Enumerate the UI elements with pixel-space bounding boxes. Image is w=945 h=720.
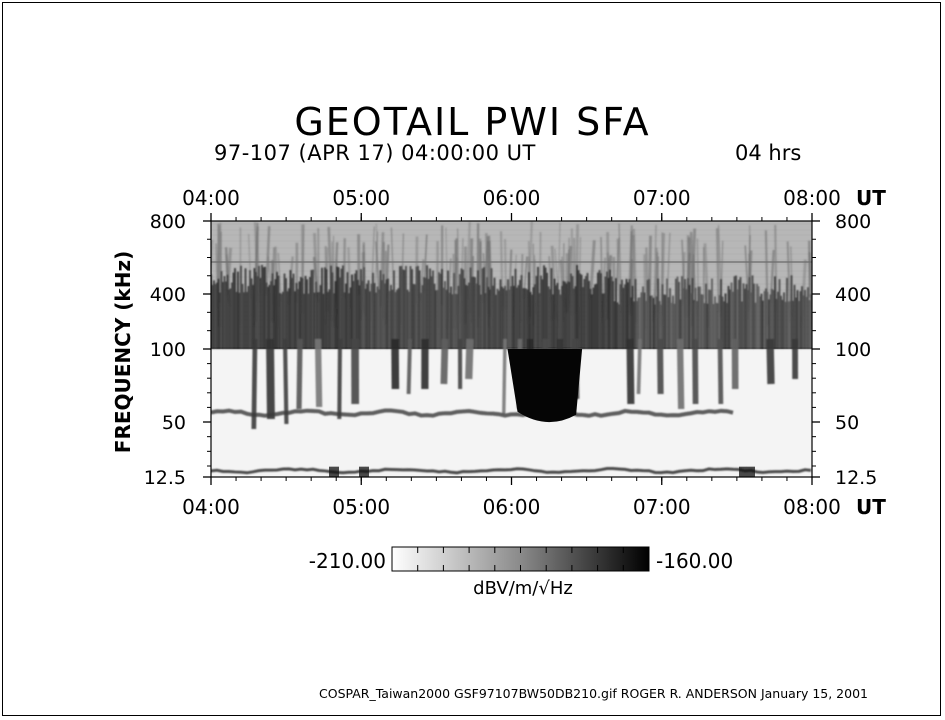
narrowband-line-25khz: [211, 467, 812, 475]
upper-streak: [808, 252, 812, 326]
y-tick-label-left: 400: [150, 284, 186, 306]
upper-streak: [508, 249, 513, 291]
intense-burst: [507, 349, 583, 423]
descending-streak: [717, 338, 724, 405]
y-tick-label-right: 800: [835, 211, 871, 233]
descending-streak: [440, 338, 449, 385]
x-tick-label-top: 05:00: [332, 186, 390, 210]
colorbar-ticks: [391, 547, 650, 571]
descending-streak: [465, 338, 474, 380]
y-tick-label-right: 50: [835, 412, 859, 434]
x-unit-label-bottom: UT: [856, 495, 886, 519]
x-unit-label-top: UT: [856, 186, 886, 210]
descending-streak: [656, 338, 664, 395]
descending-streak: [626, 338, 635, 405]
upper-streak: [744, 245, 749, 299]
spectrogram-marks: [211, 221, 812, 477]
y-tick-label-right: 400: [835, 284, 871, 306]
y-tick-label-right: 100: [835, 339, 871, 361]
descending-streak: [406, 338, 412, 395]
descending-streak: [766, 338, 775, 385]
narrowband-line-55khz: [211, 408, 734, 418]
colorbar-max-label: -160.00: [656, 549, 733, 573]
y-ticks-left: 800 400 100 50 12.5: [144, 211, 211, 489]
footer-credit: COSPAR_Taiwan2000 GSF97107BW50DB210.gif …: [319, 686, 868, 701]
descending-streak: [692, 338, 699, 405]
descending-streak: [337, 338, 343, 420]
y-tick-label-left: 100: [150, 339, 186, 361]
descending-streak: [282, 338, 289, 425]
y-ticks-right: 800 400 100 50 12.5: [812, 211, 877, 489]
upper-streak: [375, 241, 380, 294]
x-tick-label-bottom: 04:00: [182, 495, 240, 519]
x-tick-label-top: 04:00: [182, 186, 240, 210]
chart-subtitle: 97-107 (APR 17) 04:00:00 UT: [214, 141, 536, 165]
descending-streak: [296, 338, 303, 410]
upper-streak: [774, 224, 778, 312]
colorbar-unit-label: dBV/m/√Hz: [473, 578, 573, 599]
x-tick-label-top: 07:00: [633, 186, 691, 210]
colorbar-min-label: -210.00: [309, 549, 386, 573]
y-tick-label-left: 800: [150, 211, 186, 233]
y-tick-label-left: 50: [162, 412, 186, 434]
descending-streak: [502, 338, 507, 415]
y-axis-label: FREQUENCY (kHz): [111, 251, 135, 453]
x-ticks-bottom: 04:00 05:00 06:00 07:00 08:00: [182, 477, 841, 519]
x-tick-label-bottom: 08:00: [783, 495, 841, 519]
x-tick-label-bottom: 06:00: [483, 495, 541, 519]
descending-streak: [676, 338, 685, 410]
descending-streak: [266, 338, 275, 420]
y-tick-label-left: 12.5: [144, 467, 186, 489]
descending-streak: [636, 338, 642, 395]
y-tick-label-right: 12.5: [835, 467, 877, 489]
duration-label: 04 hrs: [735, 141, 802, 165]
upper-streak: [342, 238, 346, 299]
x-tick-label-top: 08:00: [783, 186, 841, 210]
x-tick-label-top: 06:00: [483, 186, 541, 210]
x-ticks-top: 04:00 05:00 06:00 07:00 08:00: [182, 186, 841, 221]
descending-streak: [314, 338, 323, 408]
chart-title: GEOTAIL PWI SFA: [294, 100, 651, 144]
upper-streak: [616, 238, 620, 303]
x-tick-label-bottom: 07:00: [633, 495, 691, 519]
x-tick-label-bottom: 05:00: [332, 495, 390, 519]
